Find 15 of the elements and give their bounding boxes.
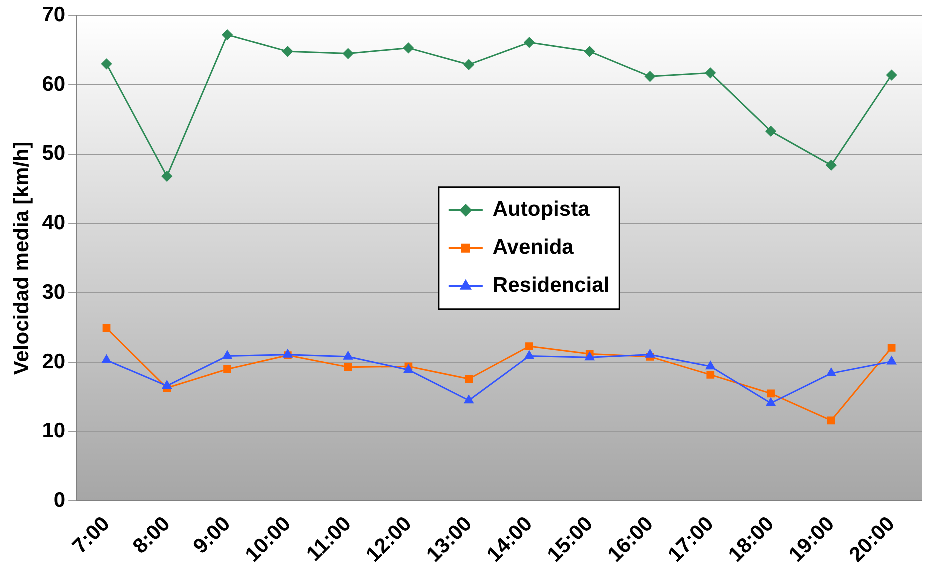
- y-tick-label: 60: [42, 72, 66, 96]
- y-tick-label: 70: [42, 3, 66, 26]
- y-tick-label: 20: [42, 350, 66, 374]
- y-tick-label: 0: [54, 489, 66, 512]
- y-axis-title: Velocidad media [km/h]: [10, 142, 34, 376]
- x-tick-label: 7:00: [68, 512, 114, 558]
- legend-label: Avenida: [492, 236, 574, 260]
- y-tick-label: 50: [42, 142, 66, 166]
- legend-label: Residencial: [492, 274, 610, 298]
- y-tick-label: 10: [42, 420, 66, 443]
- x-tick-label: 9:00: [189, 512, 236, 558]
- legend-label: Autopista: [492, 198, 590, 222]
- y-tick-label: 30: [42, 280, 66, 304]
- x-tick-label: 8:00: [128, 512, 175, 558]
- y-tick-label: 40: [42, 212, 66, 235]
